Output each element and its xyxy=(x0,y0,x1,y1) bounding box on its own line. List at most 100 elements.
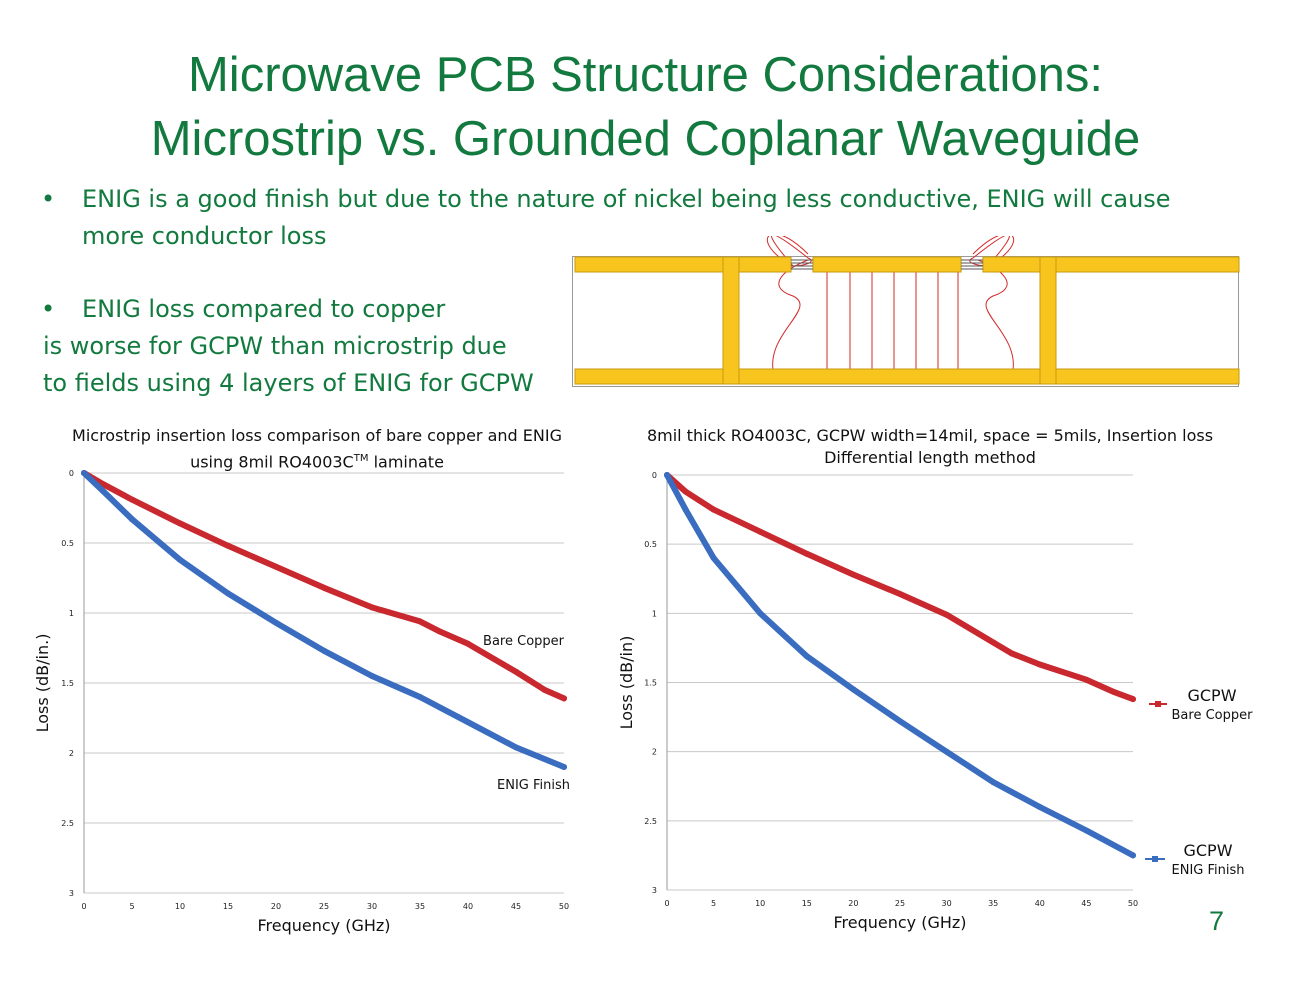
chart1-x-tick-label: 40 xyxy=(463,902,473,911)
chart2-y-tick-label: 2 xyxy=(652,748,657,757)
chart2-y-tick-label: 1.5 xyxy=(644,679,657,688)
chart2-x-tick-label: 35 xyxy=(988,899,998,908)
chart1-title-line-1: Microstrip insertion loss comparison of … xyxy=(72,426,562,445)
chart1-data-point-1 xyxy=(129,516,135,523)
chart1-x-tick-label: 35 xyxy=(415,902,425,911)
chart2-data-point-1 xyxy=(990,779,997,786)
chart2-legend-marker-1 xyxy=(1152,856,1158,862)
chart2-x-tick-label: 40 xyxy=(1035,899,1045,908)
chart1-data-point-1 xyxy=(321,647,327,654)
chart2-x-tick-label: 25 xyxy=(895,899,905,908)
slide-title-line-2: Microstrip vs. Grounded Coplanar Wavegui… xyxy=(150,112,1141,166)
slide-title-line-1: Microwave PCB Structure Considerations: xyxy=(187,48,1104,102)
chart2-legend-marker-0 xyxy=(1155,701,1161,707)
chart1-y-axis-label: Loss (dB/in.) xyxy=(33,634,52,733)
chart1-x-tick-label: 20 xyxy=(271,902,281,911)
bullet-text-line: is worse for GCPW than microstrip due xyxy=(43,332,507,360)
chart1-data-point-0 xyxy=(321,584,327,591)
chart1-x-tick-label: 10 xyxy=(175,902,185,911)
bullet-text-line: ENIG is a good finish but due to the nat… xyxy=(82,185,1171,213)
chart2-data-point-1 xyxy=(664,472,670,478)
chart1-data-point-1 xyxy=(225,590,231,597)
chart2-data-point-0 xyxy=(1111,689,1118,696)
chart2-data-point-0 xyxy=(1008,650,1015,657)
chart2-data-point-1 xyxy=(943,748,950,755)
chart1-series-label-0: Bare Copper xyxy=(483,634,565,649)
chart1-data-point-1 xyxy=(513,744,519,751)
chart1-y-tick-label: 1.5 xyxy=(61,679,74,688)
chart1-x-tick-label: 25 xyxy=(319,902,329,911)
chart2-data-point-1 xyxy=(757,610,764,617)
chart2-y-tick-label: 2.5 xyxy=(644,817,657,826)
chart2-data-point-1 xyxy=(1083,827,1090,834)
chart1-y-tick-label: 1 xyxy=(69,609,74,618)
chart2-data-point-1 xyxy=(682,506,689,513)
chart1-data-point-0 xyxy=(465,640,471,647)
chart2-title-line-2: Differential length method xyxy=(824,448,1036,467)
chart-microstrip-loss: 00.511.522.530 5 10 15 20 25 30 35 40 45 50Frequen… xyxy=(33,469,570,935)
chart2-data-point-1 xyxy=(850,686,857,693)
chart2-data-point-0 xyxy=(990,639,997,646)
chart1-x-tick-label: 45 xyxy=(511,902,521,911)
page-number: 7 xyxy=(1209,906,1225,936)
chart1-data-point-0 xyxy=(513,668,519,675)
chart1-data-point-1 xyxy=(81,470,87,476)
chart1-x-axis-label: Frequency (GHz) xyxy=(257,916,390,935)
chart1-data-point-1 xyxy=(177,556,183,563)
bullet-dot: • xyxy=(41,185,56,213)
chart2-title-line-1: 8mil thick RO4003C, GCPW width=14mil, sp… xyxy=(646,426,1214,445)
chart1-data-point-0 xyxy=(436,628,443,635)
chart1-x-tick-label: 15 xyxy=(223,902,233,911)
chart1-data-point-0 xyxy=(369,604,375,611)
chart1-x-tick-label: 5 xyxy=(129,902,134,911)
chart1-y-tick-label: 2 xyxy=(69,749,74,758)
gap-hatching xyxy=(791,259,983,270)
chart2-series-line-1 xyxy=(664,472,1136,859)
bullet-text-line: more conductor loss xyxy=(82,222,327,250)
chart2-x-tick-label: 30 xyxy=(942,899,952,908)
chart2-y-axis-label: Loss (dB/in) xyxy=(617,636,636,730)
chart2-data-point-0 xyxy=(897,590,903,597)
chart1-x-tick-label: 30 xyxy=(367,902,377,911)
chart2-x-tick-label: 50 xyxy=(1128,899,1138,908)
chart1-data-point-1 xyxy=(369,673,375,679)
chart2-x-tick-label: 20 xyxy=(848,899,858,908)
chart2-data-point-1 xyxy=(1036,804,1043,810)
chart1-y-tick-label: 3 xyxy=(69,889,74,898)
chart2-data-point-0 xyxy=(710,506,717,513)
chart1-title-line-2: using 8mil RO4003CTM laminate xyxy=(42,447,592,473)
chart2-series-label-0: GCPW xyxy=(1187,686,1236,705)
copper-layers xyxy=(574,256,1240,385)
chart2-data-point-0 xyxy=(757,528,764,535)
chart2-data-point-0 xyxy=(943,611,950,618)
chart2-y-tick-label: 1 xyxy=(652,609,657,618)
chart2-data-point-0 xyxy=(1130,696,1136,703)
chart2-data-point-0 xyxy=(682,488,689,495)
chart1-x-tick-label: 50 xyxy=(559,902,569,911)
chart2-series-label-sub-1: ENIG Finish xyxy=(1172,863,1245,878)
chart1-data-point-0 xyxy=(129,496,135,503)
chart2-y-tick-label: 0.5 xyxy=(644,540,657,549)
chart2-data-point-0 xyxy=(850,571,857,578)
chart2-data-point-1 xyxy=(710,555,717,561)
chart2-data-point-1 xyxy=(803,653,810,660)
chart1-title-trademark: TM xyxy=(353,453,369,464)
chart1-title-post: laminate xyxy=(368,452,444,472)
chart1-x-tick-label: 0 xyxy=(81,902,86,911)
chart2-x-tick-label: 5 xyxy=(711,899,716,908)
chart2-x-axis-label: Frequency (GHz) xyxy=(833,913,966,932)
chart1-y-tick-label: 2.5 xyxy=(61,819,74,828)
chart1-data-point-1 xyxy=(417,694,423,700)
chart2-y-tick-label: 3 xyxy=(652,886,657,895)
chart1-data-point-1 xyxy=(561,764,567,770)
chart2-data-point-0 xyxy=(1083,676,1090,683)
chart1-data-point-0 xyxy=(561,695,567,702)
chart1-title-pre: using 8mil RO4003C xyxy=(190,452,354,472)
chart1-data-point-0 xyxy=(177,520,183,527)
chart1-data-point-0 xyxy=(417,618,423,625)
bullet-text-line: ENIG loss compared to copper xyxy=(82,295,446,323)
chart1-series-line-1 xyxy=(81,470,567,770)
chart2-x-tick-label: 15 xyxy=(802,899,812,908)
chart1-y-tick-label: 0 xyxy=(69,469,74,478)
chart1-data-point-1 xyxy=(100,488,107,495)
